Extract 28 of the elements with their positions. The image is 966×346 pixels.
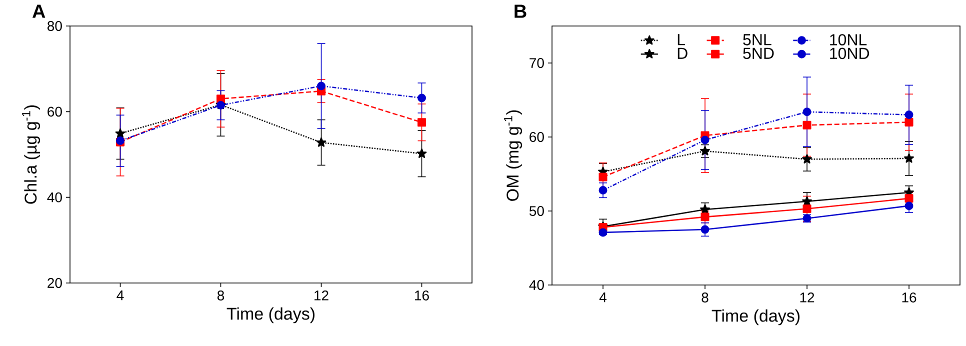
y-tick-label: 80 xyxy=(48,21,62,31)
x-axis-title: Time (days) xyxy=(226,307,314,324)
x-tick-label: 8 xyxy=(217,290,224,300)
y-tick-label: 20 xyxy=(48,278,62,288)
chart-title: B xyxy=(514,4,526,18)
legend-label: 10NL xyxy=(830,34,867,46)
legend-label: 10ND xyxy=(830,48,870,60)
y-tick-label: 40 xyxy=(47,192,62,202)
legend-label: D xyxy=(678,48,688,59)
y-tick-label: 40 xyxy=(529,280,544,290)
x-tick-label: 12 xyxy=(314,290,328,300)
x-tick-label: 16 xyxy=(415,290,429,300)
x-axis-title: Time (days) xyxy=(712,309,800,326)
y-axis-title: OM (mg g$^{-1}$) xyxy=(504,110,522,201)
y-tick-label: 50 xyxy=(529,206,544,216)
legend-label: 5ND xyxy=(743,48,774,60)
x-tick-label: 4 xyxy=(116,290,124,300)
x-tick-label: 4 xyxy=(599,292,606,302)
y-tick-label: 60 xyxy=(530,132,544,142)
legend-label: L xyxy=(678,34,685,46)
chart-title: A xyxy=(32,4,46,18)
x-tick-label: 12 xyxy=(800,292,814,302)
legend-label: 5NL xyxy=(743,34,772,46)
x-tick-label: 16 xyxy=(902,292,916,302)
x-tick-label: 8 xyxy=(702,292,708,302)
y-tick-label: 70 xyxy=(530,58,544,68)
y-tick-label: 60 xyxy=(48,106,62,117)
y-axis-title: Chl.a (µg g$^{-1}$) xyxy=(22,105,40,204)
